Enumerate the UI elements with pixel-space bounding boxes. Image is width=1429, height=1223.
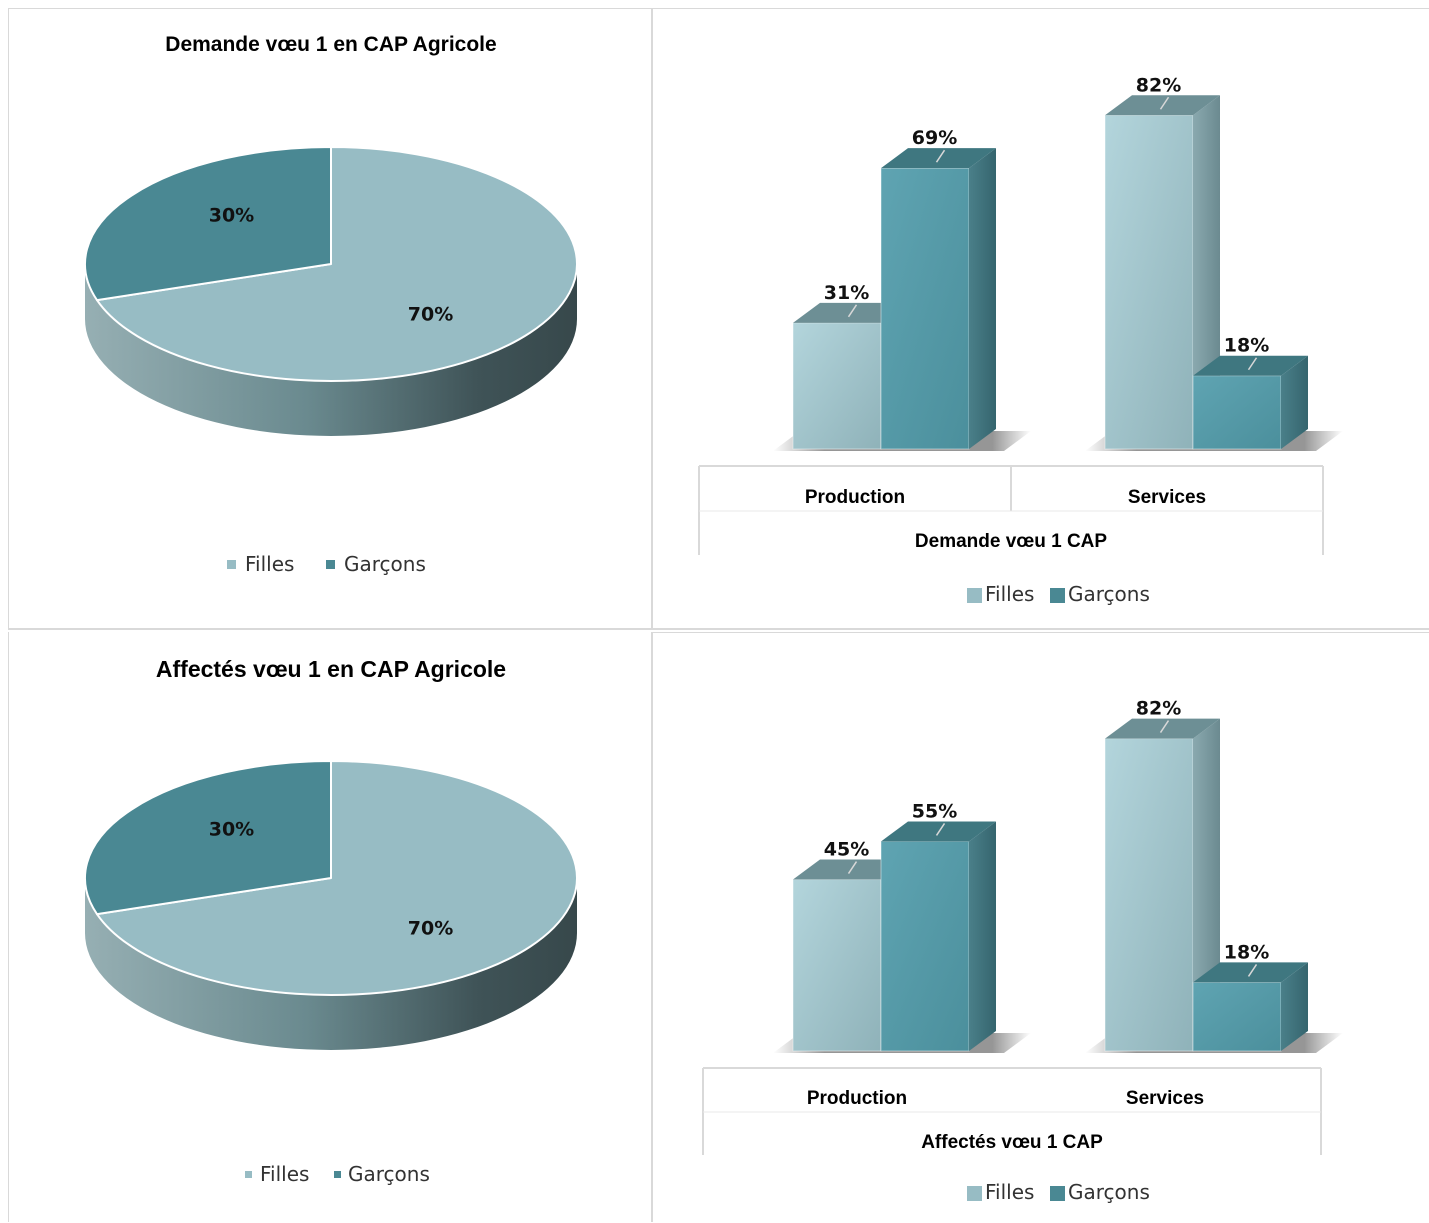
legend-swatch-garcons <box>1050 1186 1065 1201</box>
bar-filles-services: 82% <box>1104 698 1220 1052</box>
legend-label-filles: Filles <box>985 1180 1034 1204</box>
bar-garcons-services: 18% <box>1192 335 1308 450</box>
legend-label-garcons: Garçons <box>1068 582 1150 606</box>
category-label-services: Services <box>1126 1088 1204 1109</box>
pie-chart-demande: Demande vœu 1 en CAP Agricole 70% 30% Fil… <box>8 8 653 630</box>
legend-label-garcons: Garçons <box>1068 1180 1150 1204</box>
data-label: 82% <box>1136 74 1181 96</box>
pie-side-wall <box>85 264 577 436</box>
bar-chart-demande: 31% 69% 82% 18% Production Services Demande… <box>653 8 1429 630</box>
bar-chart-affectes-svg: 45% 55% 82% 18% Production Services Affecté… <box>702 698 1343 1204</box>
data-label-filles: 70% <box>408 918 453 940</box>
legend: Filles Garçons <box>245 1162 430 1186</box>
chart-title: Demande vœu 1 en CAP Agricole <box>165 33 496 56</box>
legend-swatch-filles <box>967 588 982 603</box>
data-label: 45% <box>824 839 869 861</box>
pie-slice-garcons <box>84 146 332 302</box>
data-label: 18% <box>1224 335 1269 357</box>
data-label: 31% <box>824 282 869 304</box>
legend-swatch-filles <box>227 560 236 569</box>
legend-swatch-filles <box>245 1171 252 1178</box>
pie-slice-garcons <box>84 760 332 916</box>
bar-chart-demande-svg: 31% 69% 82% 18% Production Services Demande… <box>698 74 1343 606</box>
category-axis: Production Services Demande vœu 1 CAP <box>698 465 1324 555</box>
bar-plot: 45% 55% 82% 18% <box>773 698 1343 1053</box>
legend-swatch-filles <box>967 1186 982 1201</box>
category-axis: Production Services Affectés vœu 1 CAP <box>702 1067 1322 1155</box>
pie-chart-affectes: Affectés vœu 1 en CAP Agricole 70% 30% Fi… <box>8 632 653 1222</box>
chart-title: Affectés vœu 1 en CAP Agricole <box>156 656 506 682</box>
x-axis-title: Demande vœu 1 CAP <box>915 531 1107 552</box>
bar-chart-affectes: 45% 55% 82% 18% Production Services Affecté… <box>653 632 1429 1222</box>
data-label-garcons: 30% <box>209 204 254 226</box>
data-label: 82% <box>1136 698 1181 720</box>
legend-swatch-garcons <box>334 1171 341 1178</box>
legend-label-filles: Filles <box>245 552 294 576</box>
bar-garcons-production: 55% <box>880 800 996 1052</box>
data-label-filles: 70% <box>408 304 453 326</box>
x-axis-title: Affectés vœu 1 CAP <box>921 1132 1103 1153</box>
bar-garcons-services: 18% <box>1192 941 1308 1052</box>
bar-garcons-production: 69% <box>880 127 996 450</box>
legend-label-filles: Filles <box>985 582 1034 606</box>
legend-swatch-garcons <box>326 560 335 569</box>
legend: Filles Garçons <box>967 1180 1150 1204</box>
pie-side-wall <box>85 878 577 1050</box>
pie-chart-affectes-svg: Affectés vœu 1 en CAP Agricole 70% 30% Fi… <box>84 656 578 1186</box>
data-label: 69% <box>912 127 957 149</box>
legend-label-filles: Filles <box>260 1162 309 1186</box>
legend-label-garcons: Garçons <box>348 1162 430 1186</box>
pie-slice-filles <box>96 146 578 382</box>
bar-filles-services: 82% <box>1104 74 1220 450</box>
bar-plot: 31% 69% 82% 18% <box>773 74 1343 451</box>
pie-plot: 70% 30% <box>84 760 578 1050</box>
category-label-services: Services <box>1128 487 1206 508</box>
pie-chart-demande-svg: Demande vœu 1 en CAP Agricole 70% 30% Fil… <box>84 33 578 576</box>
pie-plot: 70% 30% <box>84 146 578 436</box>
legend-label-garcons: Garçons <box>344 552 426 576</box>
data-label-garcons: 30% <box>209 818 254 840</box>
category-label-production: Production <box>805 487 905 508</box>
data-label: 18% <box>1224 941 1269 963</box>
legend: Filles Garçons <box>227 552 426 576</box>
data-label: 55% <box>912 800 957 822</box>
category-label-production: Production <box>807 1088 907 1109</box>
legend: Filles Garçons <box>967 582 1150 606</box>
pie-slice-filles <box>96 760 578 996</box>
legend-swatch-garcons <box>1050 588 1065 603</box>
